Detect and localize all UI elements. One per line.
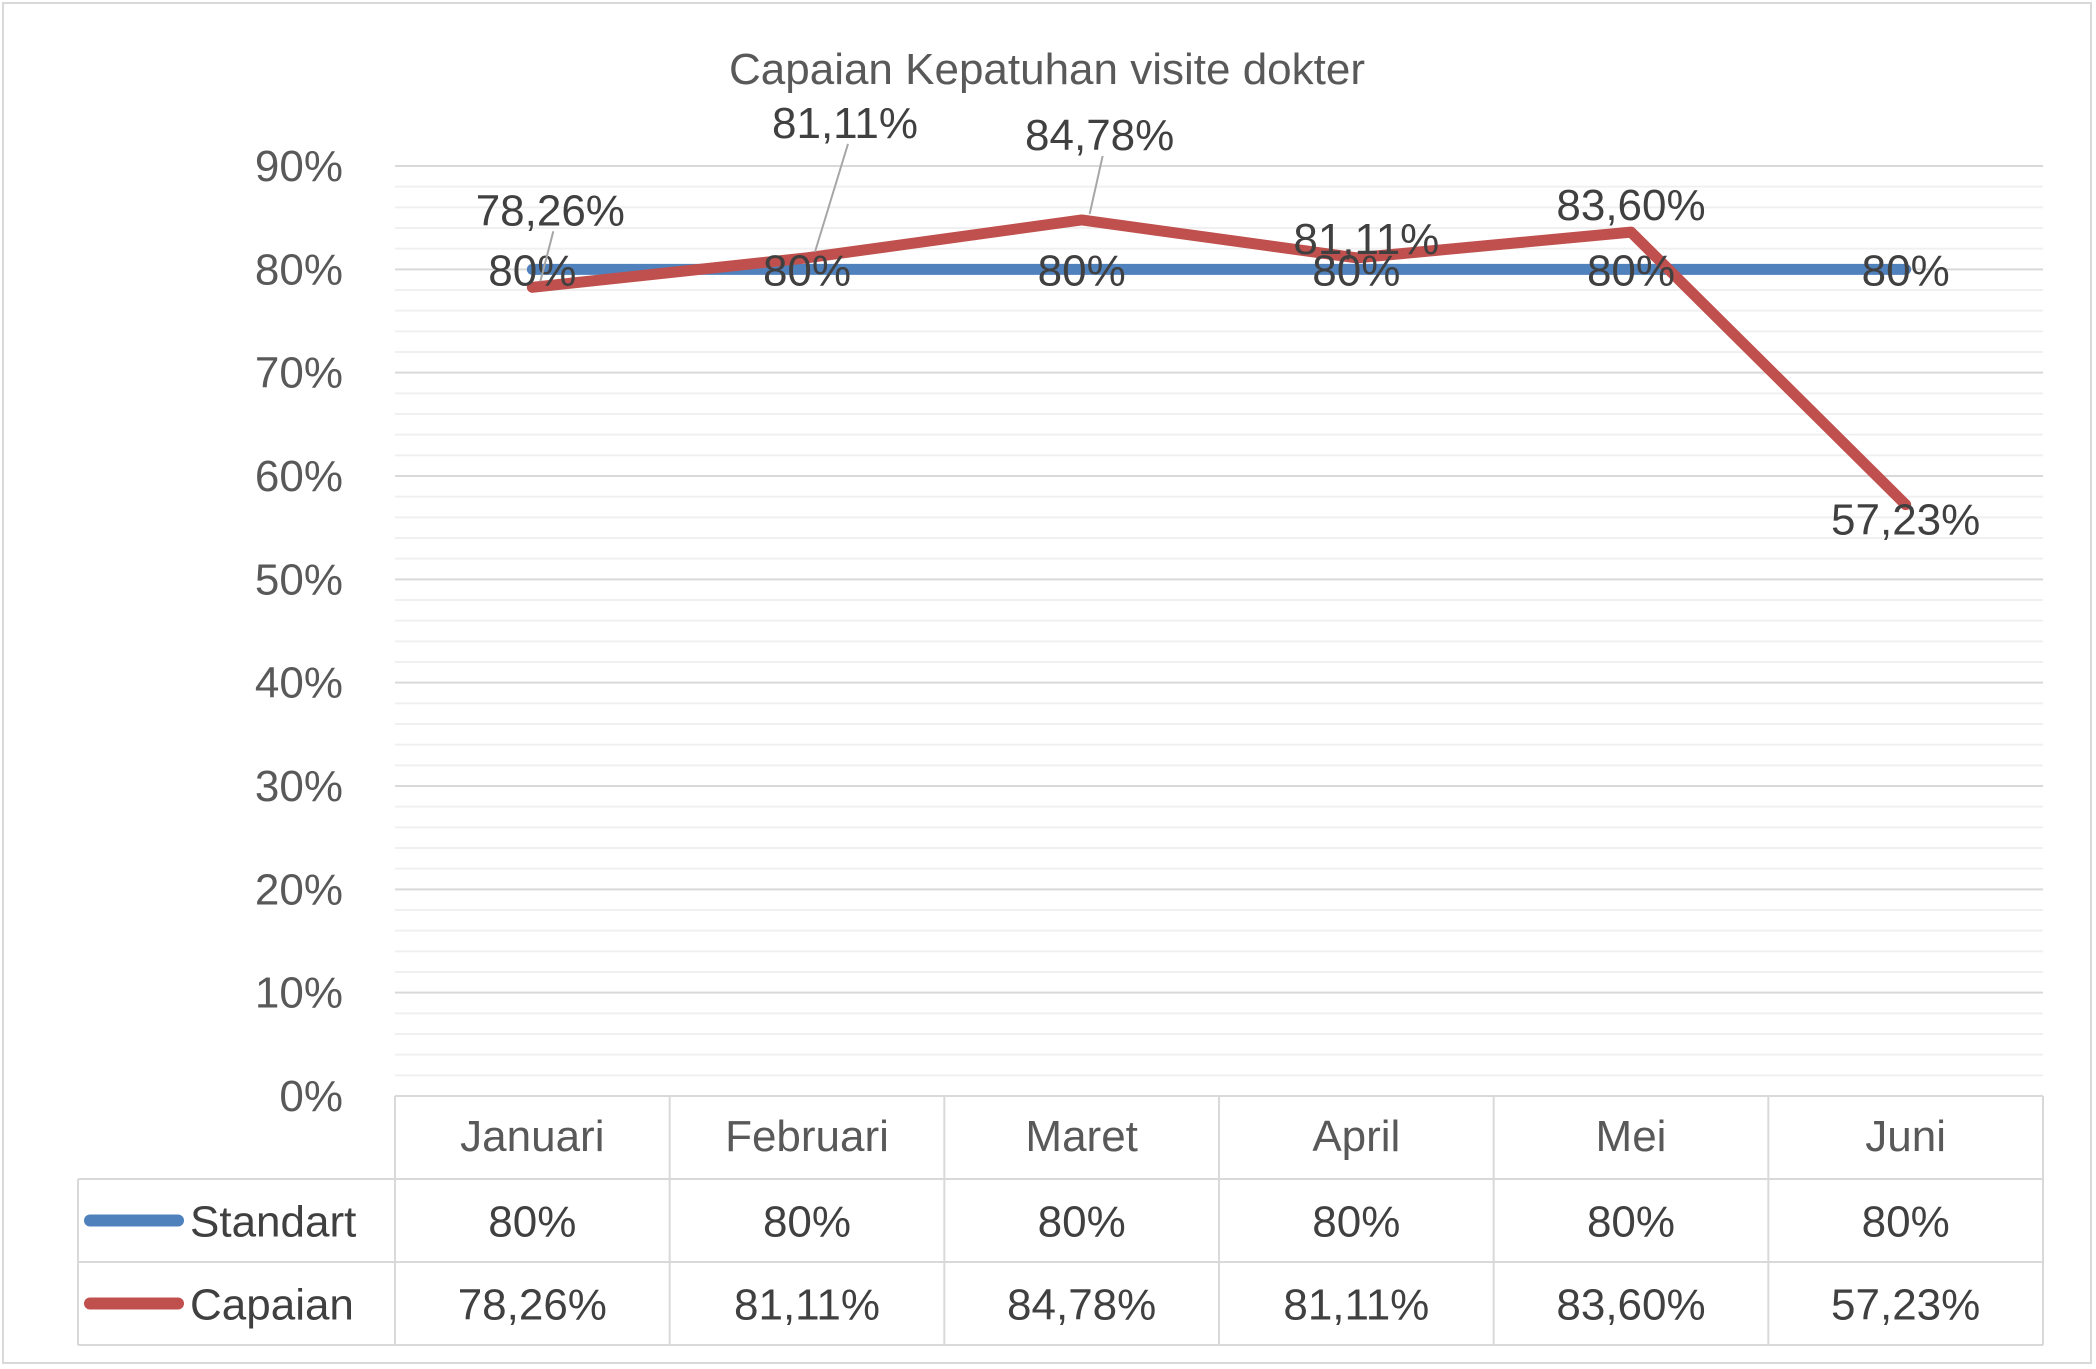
leader-line (539, 231, 555, 282)
y-tick-label: 30% (255, 762, 343, 811)
data-label-capaian: 81,11% (772, 99, 918, 148)
y-axis: 0% 10% 20% 30% 40% 50% 60% 70% 80% 90% (255, 142, 343, 1121)
data-label-capaian: 57,23% (1831, 496, 1980, 545)
table-cell-value: 83,60% (1556, 1281, 1705, 1330)
data-label-standart: 80% (488, 246, 576, 295)
minor-gridlines (395, 185, 2043, 1077)
category-label: Mei (1596, 1112, 1667, 1161)
table-cell-value: 80% (1862, 1198, 1950, 1247)
table-cell-value: 84,78% (1007, 1281, 1156, 1330)
data-label-capaian: 83,60% (1556, 181, 1705, 230)
y-tick-label: 70% (255, 349, 343, 398)
table-cell-value: 80% (1587, 1198, 1675, 1247)
table-cell-value: 81,11% (734, 1281, 880, 1330)
data-label-capaian: 84,78% (1025, 111, 1174, 160)
table-cell-value: 57,23% (1831, 1281, 1980, 1330)
y-tick-label: 40% (255, 659, 343, 708)
data-label-capaian: 78,26% (476, 186, 625, 235)
y-tick-label: 10% (255, 969, 343, 1018)
y-tick-label: 0% (279, 1072, 343, 1121)
table-cell-value: 78,26% (458, 1281, 607, 1330)
legend-name: Capaian (190, 1281, 354, 1330)
category-label: Februari (725, 1112, 889, 1161)
category-label: Januari (460, 1112, 604, 1161)
table-cell-value: 80% (763, 1198, 851, 1247)
table-cell-value: 80% (488, 1198, 576, 1247)
chart-title: Capaian Kepatuhan visite dokter (729, 45, 1365, 94)
legend-name: Standart (190, 1198, 356, 1247)
y-tick-label: 60% (255, 452, 343, 501)
y-tick-label: 20% (255, 865, 343, 914)
y-tick-label: 90% (255, 142, 343, 191)
table-cell-value: 80% (1038, 1198, 1126, 1247)
y-tick-label: 80% (255, 245, 343, 294)
leader-line (814, 143, 849, 253)
data-label-capaian: 81,11% (1293, 215, 1439, 264)
series-line-capaian (526, 214, 1912, 511)
y-tick-label: 50% (255, 555, 343, 604)
data-table: Januari Februari Maret April Mei Juni Standart… (77, 1095, 2044, 1346)
data-label-standart: 80% (1038, 246, 1126, 295)
category-label: Juni (1865, 1112, 1946, 1161)
data-label-standart: 80% (763, 246, 851, 295)
leader-line (1088, 155, 1104, 215)
category-label: Maret (1025, 1112, 1137, 1161)
table-cell-value: 81,11% (1283, 1281, 1429, 1330)
series-lines (526, 214, 1912, 511)
table-cell-value: 80% (1312, 1198, 1400, 1247)
data-label-standart: 80% (1312, 246, 1400, 295)
data-label-standart: 80% (1862, 246, 1950, 295)
category-label: April (1312, 1112, 1400, 1161)
data-label-standart: 80% (1587, 246, 1675, 295)
data-labels: 80% 80% 80% 80% 80% 80% 78,26% 81,11% 84,78% 81,1… (476, 99, 1981, 545)
